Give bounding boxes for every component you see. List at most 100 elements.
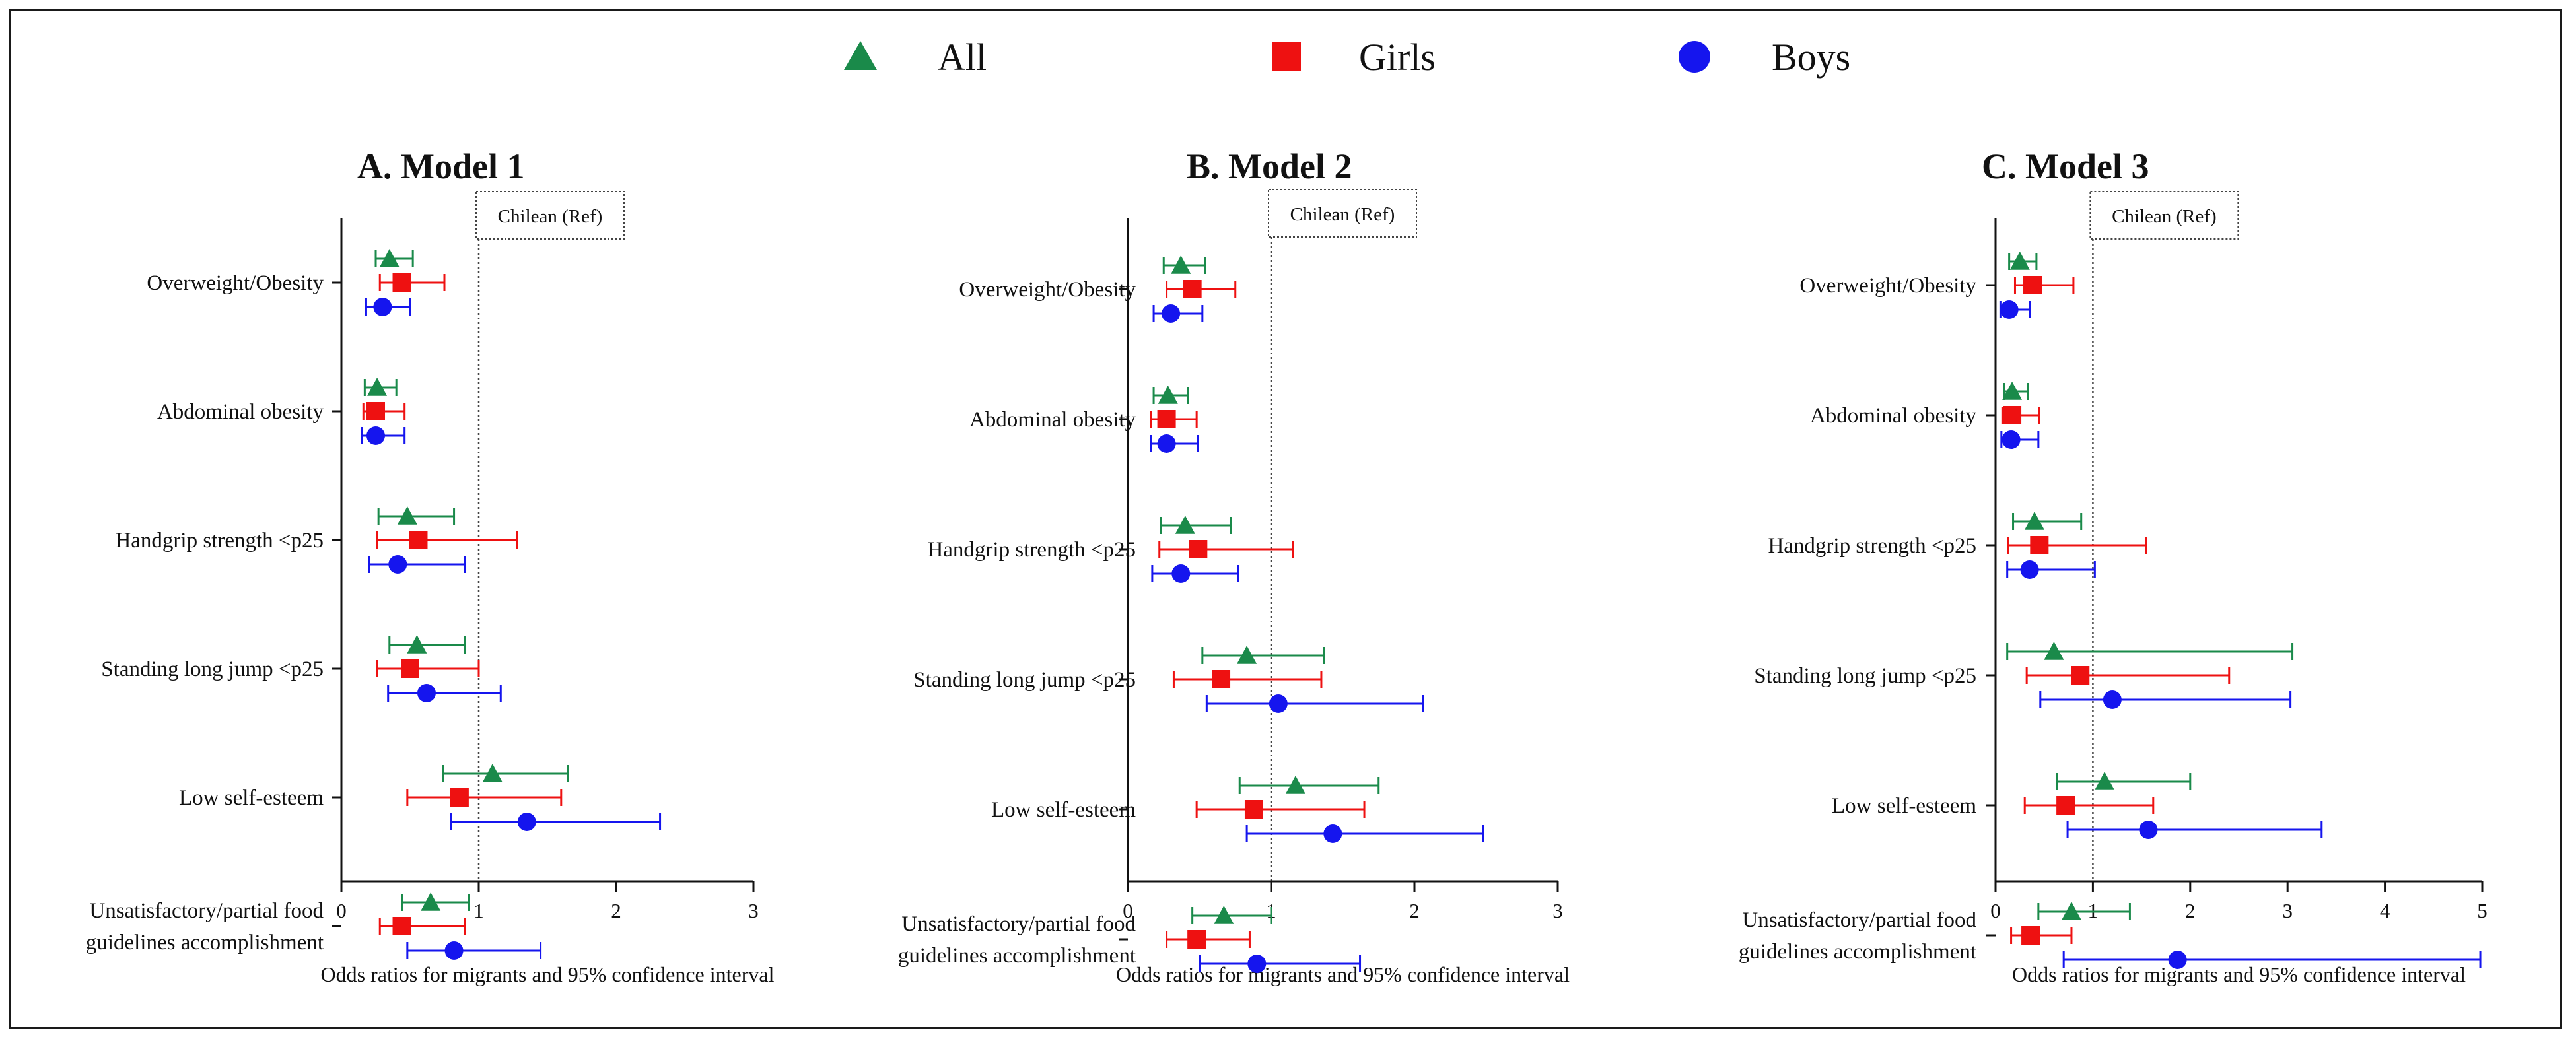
legend-label: Boys <box>1772 36 1850 79</box>
odds-ratio-point <box>392 273 411 292</box>
odds-ratio-point <box>1171 564 1191 583</box>
odds-ratio-point <box>379 249 400 267</box>
y-axis-label: guidelines accomplishment <box>898 944 1136 968</box>
odds-ratio-point <box>1162 304 1181 323</box>
odds-ratio-point <box>1244 800 1263 819</box>
series-girls <box>406 788 563 807</box>
odds-ratio-point <box>397 506 417 525</box>
series-all <box>2008 252 2038 270</box>
y-axis-label: Handgrip strength <p25 <box>115 529 324 553</box>
reference-label: Chilean (Ref) <box>498 206 603 227</box>
panel-title: A. Model 1 <box>357 147 524 186</box>
category-unsatisfactory-partial-food-guidelines-accomplishment: Unsatisfactory/partial food guidelines ac… <box>1739 902 2482 969</box>
odds-ratio-point <box>2061 902 2081 920</box>
odds-ratio-point <box>2020 560 2039 579</box>
series-all <box>1162 255 1206 274</box>
series-girls <box>378 273 446 292</box>
series-girls <box>1150 410 1198 428</box>
figure-frame <box>9 9 2562 1029</box>
odds-ratio-point <box>450 788 469 807</box>
category-handgrip-strength-p25: Handgrip strength <p25 <box>1768 512 2147 579</box>
legend-label: All <box>938 36 987 79</box>
x-tick-label: 2 <box>1409 899 1420 922</box>
panel-title: B. Model 2 <box>1187 147 1352 186</box>
x-tick-label: 3 <box>748 899 759 922</box>
y-axis-label: Handgrip strength <p25 <box>1768 534 1976 558</box>
y-axis-label: guidelines accomplishment <box>86 931 324 955</box>
y-axis-label: Low self-esteem <box>1832 794 1976 818</box>
series-boys <box>1151 564 1239 583</box>
odds-ratio-point <box>517 813 536 831</box>
y-axis-label: Abdominal obesity <box>157 400 324 424</box>
odds-ratio-point <box>2139 821 2158 839</box>
series-all <box>401 892 470 911</box>
series-boys <box>1199 955 1362 973</box>
y-axis-label: Low self-esteem <box>991 798 1136 822</box>
odds-ratio-point <box>2000 300 2019 319</box>
series-boys <box>1150 434 1199 453</box>
series-boys <box>361 426 406 445</box>
odds-ratio-point <box>417 684 436 702</box>
series-girls <box>1172 670 1323 688</box>
series-all <box>2037 902 2131 920</box>
odds-ratio-point <box>2024 512 2044 530</box>
series-all <box>374 249 414 267</box>
x-tick-label: 1 <box>473 899 484 922</box>
category-overweight-obesity: Overweight/Obesity <box>959 255 1237 323</box>
category-unsatisfactory-partial-food-guidelines-accomplishment: Unsatisfactory/partial food guidelines ac… <box>86 892 542 960</box>
category-abdominal-obesity: Abdominal obesity <box>157 378 406 445</box>
category-abdominal-obesity: Abdominal obesity <box>969 386 1199 453</box>
series-girls <box>2013 276 2075 294</box>
series-boys <box>2000 430 2040 449</box>
series-girls <box>378 917 466 935</box>
odds-ratio-point <box>1187 930 1206 949</box>
odds-ratio-point <box>2002 430 2021 449</box>
category-low-self-esteem: Low self-esteem <box>1832 772 2323 839</box>
odds-ratio-point <box>392 917 411 935</box>
legend-item-boys: Boys <box>1679 36 1850 79</box>
y-axis-label: Overweight/Obesity <box>959 278 1136 302</box>
x-tick-label: 4 <box>2380 899 2390 922</box>
odds-ratio-point <box>1158 386 1178 404</box>
series-all <box>1152 386 1189 404</box>
series-girls <box>2023 796 2155 815</box>
category-standing-long-jump-p25: Standing long jump <p25 <box>101 635 502 702</box>
series-boys <box>2006 560 2096 579</box>
odds-ratio-point <box>2009 252 2030 270</box>
series-all <box>1201 646 1325 664</box>
category-handgrip-strength-p25: Handgrip strength <p25 <box>927 516 1294 583</box>
series-girls <box>1166 930 1251 949</box>
x-tick-label: 3 <box>2282 899 2293 922</box>
series-girls <box>2007 536 2147 554</box>
category-standing-long-jump-p25: Standing long jump <p25 <box>913 646 1424 713</box>
odds-ratio-point <box>2023 276 2042 294</box>
category-low-self-esteem: Low self-esteem <box>991 776 1484 843</box>
odds-ratio-point <box>2071 666 2090 685</box>
odds-ratio-point <box>401 659 419 678</box>
y-axis-label: Standing long jump <p25 <box>101 657 324 681</box>
series-girls <box>2001 406 2040 424</box>
series-girls <box>1166 280 1237 298</box>
series-boys <box>2062 951 2482 969</box>
odds-ratio-point <box>1247 955 1267 973</box>
series-all <box>2056 772 2192 790</box>
odds-ratio-point <box>2095 772 2115 790</box>
odds-ratio-point <box>444 941 464 960</box>
series-boys <box>2039 690 2292 709</box>
reference-label-box <box>1268 189 1417 238</box>
series-boys <box>1152 304 1204 323</box>
series-boys <box>1999 300 2031 319</box>
odds-ratio-point <box>2044 642 2064 660</box>
odds-ratio-point <box>1189 540 1208 558</box>
category-standing-long-jump-p25: Standing long jump <p25 <box>1754 642 2294 709</box>
series-girls <box>2025 666 2231 685</box>
legend: All Girls Boys <box>844 36 1850 79</box>
odds-ratio-point <box>367 378 388 396</box>
odds-ratio-point <box>1175 516 1195 534</box>
legend-item-girls: Girls <box>1272 36 1436 79</box>
series-all <box>1191 906 1272 924</box>
series-all <box>2002 382 2029 400</box>
odds-ratio-point <box>388 555 407 574</box>
series-boys <box>368 555 466 574</box>
odds-ratio-point <box>482 764 503 782</box>
